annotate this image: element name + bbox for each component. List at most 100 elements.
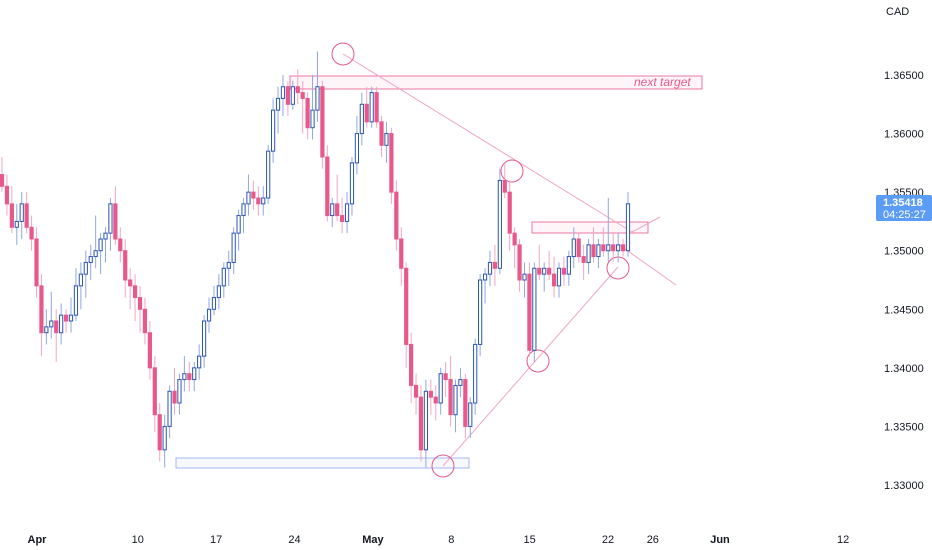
candle-15[interactable] [73,268,79,321]
candle-46[interactable] [226,250,231,286]
resistance-zone[interactable] [531,221,649,234]
candle-120[interactable] [591,227,596,263]
candle-5[interactable] [24,192,29,234]
candle-116[interactable] [571,227,576,269]
candle-32[interactable] [157,403,162,462]
candle-69[interactable] [340,198,345,234]
candle-97[interactable] [478,274,483,357]
candle-68[interactable] [335,174,340,222]
candle-72[interactable] [354,116,359,175]
candle-26[interactable] [128,268,133,310]
candle-109[interactable] [537,244,542,280]
candle-124[interactable] [611,233,616,263]
candle-117[interactable] [576,233,581,263]
candle-24[interactable] [118,227,123,263]
candle-42[interactable] [206,297,212,333]
candle-19[interactable] [93,215,98,269]
candle-27[interactable] [132,274,138,321]
candle-74[interactable] [364,86,369,128]
candle-60[interactable] [295,69,300,105]
candle-29[interactable] [142,297,148,345]
candle-66[interactable] [325,145,330,222]
candle-71[interactable] [349,157,355,216]
date-axis[interactable]: Apr 10 17 24 May 8 15 22 26 Jun 12 [28,534,850,546]
candle-92[interactable] [453,379,458,433]
candle-55[interactable] [271,98,276,163]
candle-38[interactable] [187,362,192,392]
candle-18[interactable] [88,244,93,280]
candle-104[interactable] [512,227,517,269]
candle-62[interactable] [305,92,310,140]
candle-99[interactable] [487,250,493,286]
candle-8[interactable] [39,274,44,357]
candle-79[interactable] [389,127,394,204]
candle-43[interactable] [211,285,217,316]
candle-17[interactable] [83,250,88,298]
target-zone[interactable] [289,75,703,90]
candle-84[interactable] [413,373,419,415]
candle-76[interactable] [374,86,379,128]
candle-10[interactable] [49,291,54,339]
candle-41[interactable] [201,315,207,368]
candle-108[interactable] [532,262,537,362]
candle-0[interactable] [0,157,5,193]
candle-126[interactable] [620,239,626,257]
candle-73[interactable] [359,92,364,146]
candle-6[interactable] [29,215,34,251]
candle-105[interactable] [517,239,522,292]
candle-122[interactable] [601,227,606,257]
candle-111[interactable] [547,250,552,280]
candle-86[interactable] [423,379,429,468]
upper-trendline[interactable] [342,53,633,233]
candle-91[interactable] [448,356,453,427]
candle-35[interactable] [172,367,177,415]
candle-87[interactable] [428,379,433,415]
candle-56[interactable] [275,86,281,134]
candle-53[interactable] [261,186,266,216]
candle-125[interactable] [616,233,621,263]
candle-94[interactable] [463,373,468,439]
candle-96[interactable] [473,338,478,415]
candle-114[interactable] [561,256,567,286]
candle-34[interactable] [167,385,172,439]
candle-2[interactable] [9,186,14,234]
candle-28[interactable] [137,285,143,333]
candle-14[interactable] [68,297,74,333]
candle-11[interactable] [54,309,59,362]
candle-123[interactable] [606,198,611,263]
candle-110[interactable] [542,262,547,292]
candle-48[interactable] [236,209,241,251]
candle-47[interactable] [231,227,236,275]
candle-57[interactable] [280,75,286,116]
candle-12[interactable] [59,303,64,345]
candle-33[interactable] [162,414,167,468]
candle-13[interactable] [63,309,69,333]
candle-75[interactable] [369,86,374,128]
candle-49[interactable] [241,198,246,234]
candle-81[interactable] [399,227,404,286]
candle-59[interactable] [290,80,295,111]
candle-100[interactable] [492,244,498,286]
candle-39[interactable] [192,362,197,392]
candle-30[interactable] [147,321,152,380]
candle-127[interactable] [625,192,631,257]
candle-98[interactable] [482,268,488,304]
candle-78[interactable] [384,121,389,163]
candle-7[interactable] [34,227,39,298]
candle-115[interactable] [566,250,571,286]
candle-4[interactable] [19,192,24,239]
candle-25[interactable] [123,239,128,298]
candle-119[interactable] [586,239,591,275]
candle-83[interactable] [409,332,414,403]
candle-118[interactable] [581,244,586,280]
candle-77[interactable] [379,116,384,157]
candle-58[interactable] [285,80,290,116]
candle-112[interactable] [551,256,557,298]
candle-63[interactable] [310,75,315,140]
lower-trendline[interactable] [442,266,619,467]
candle-95[interactable] [468,397,473,439]
candle-20[interactable] [98,233,103,275]
candle-31[interactable] [152,356,157,433]
candle-90[interactable] [443,362,448,398]
candle-9[interactable] [44,309,49,345]
